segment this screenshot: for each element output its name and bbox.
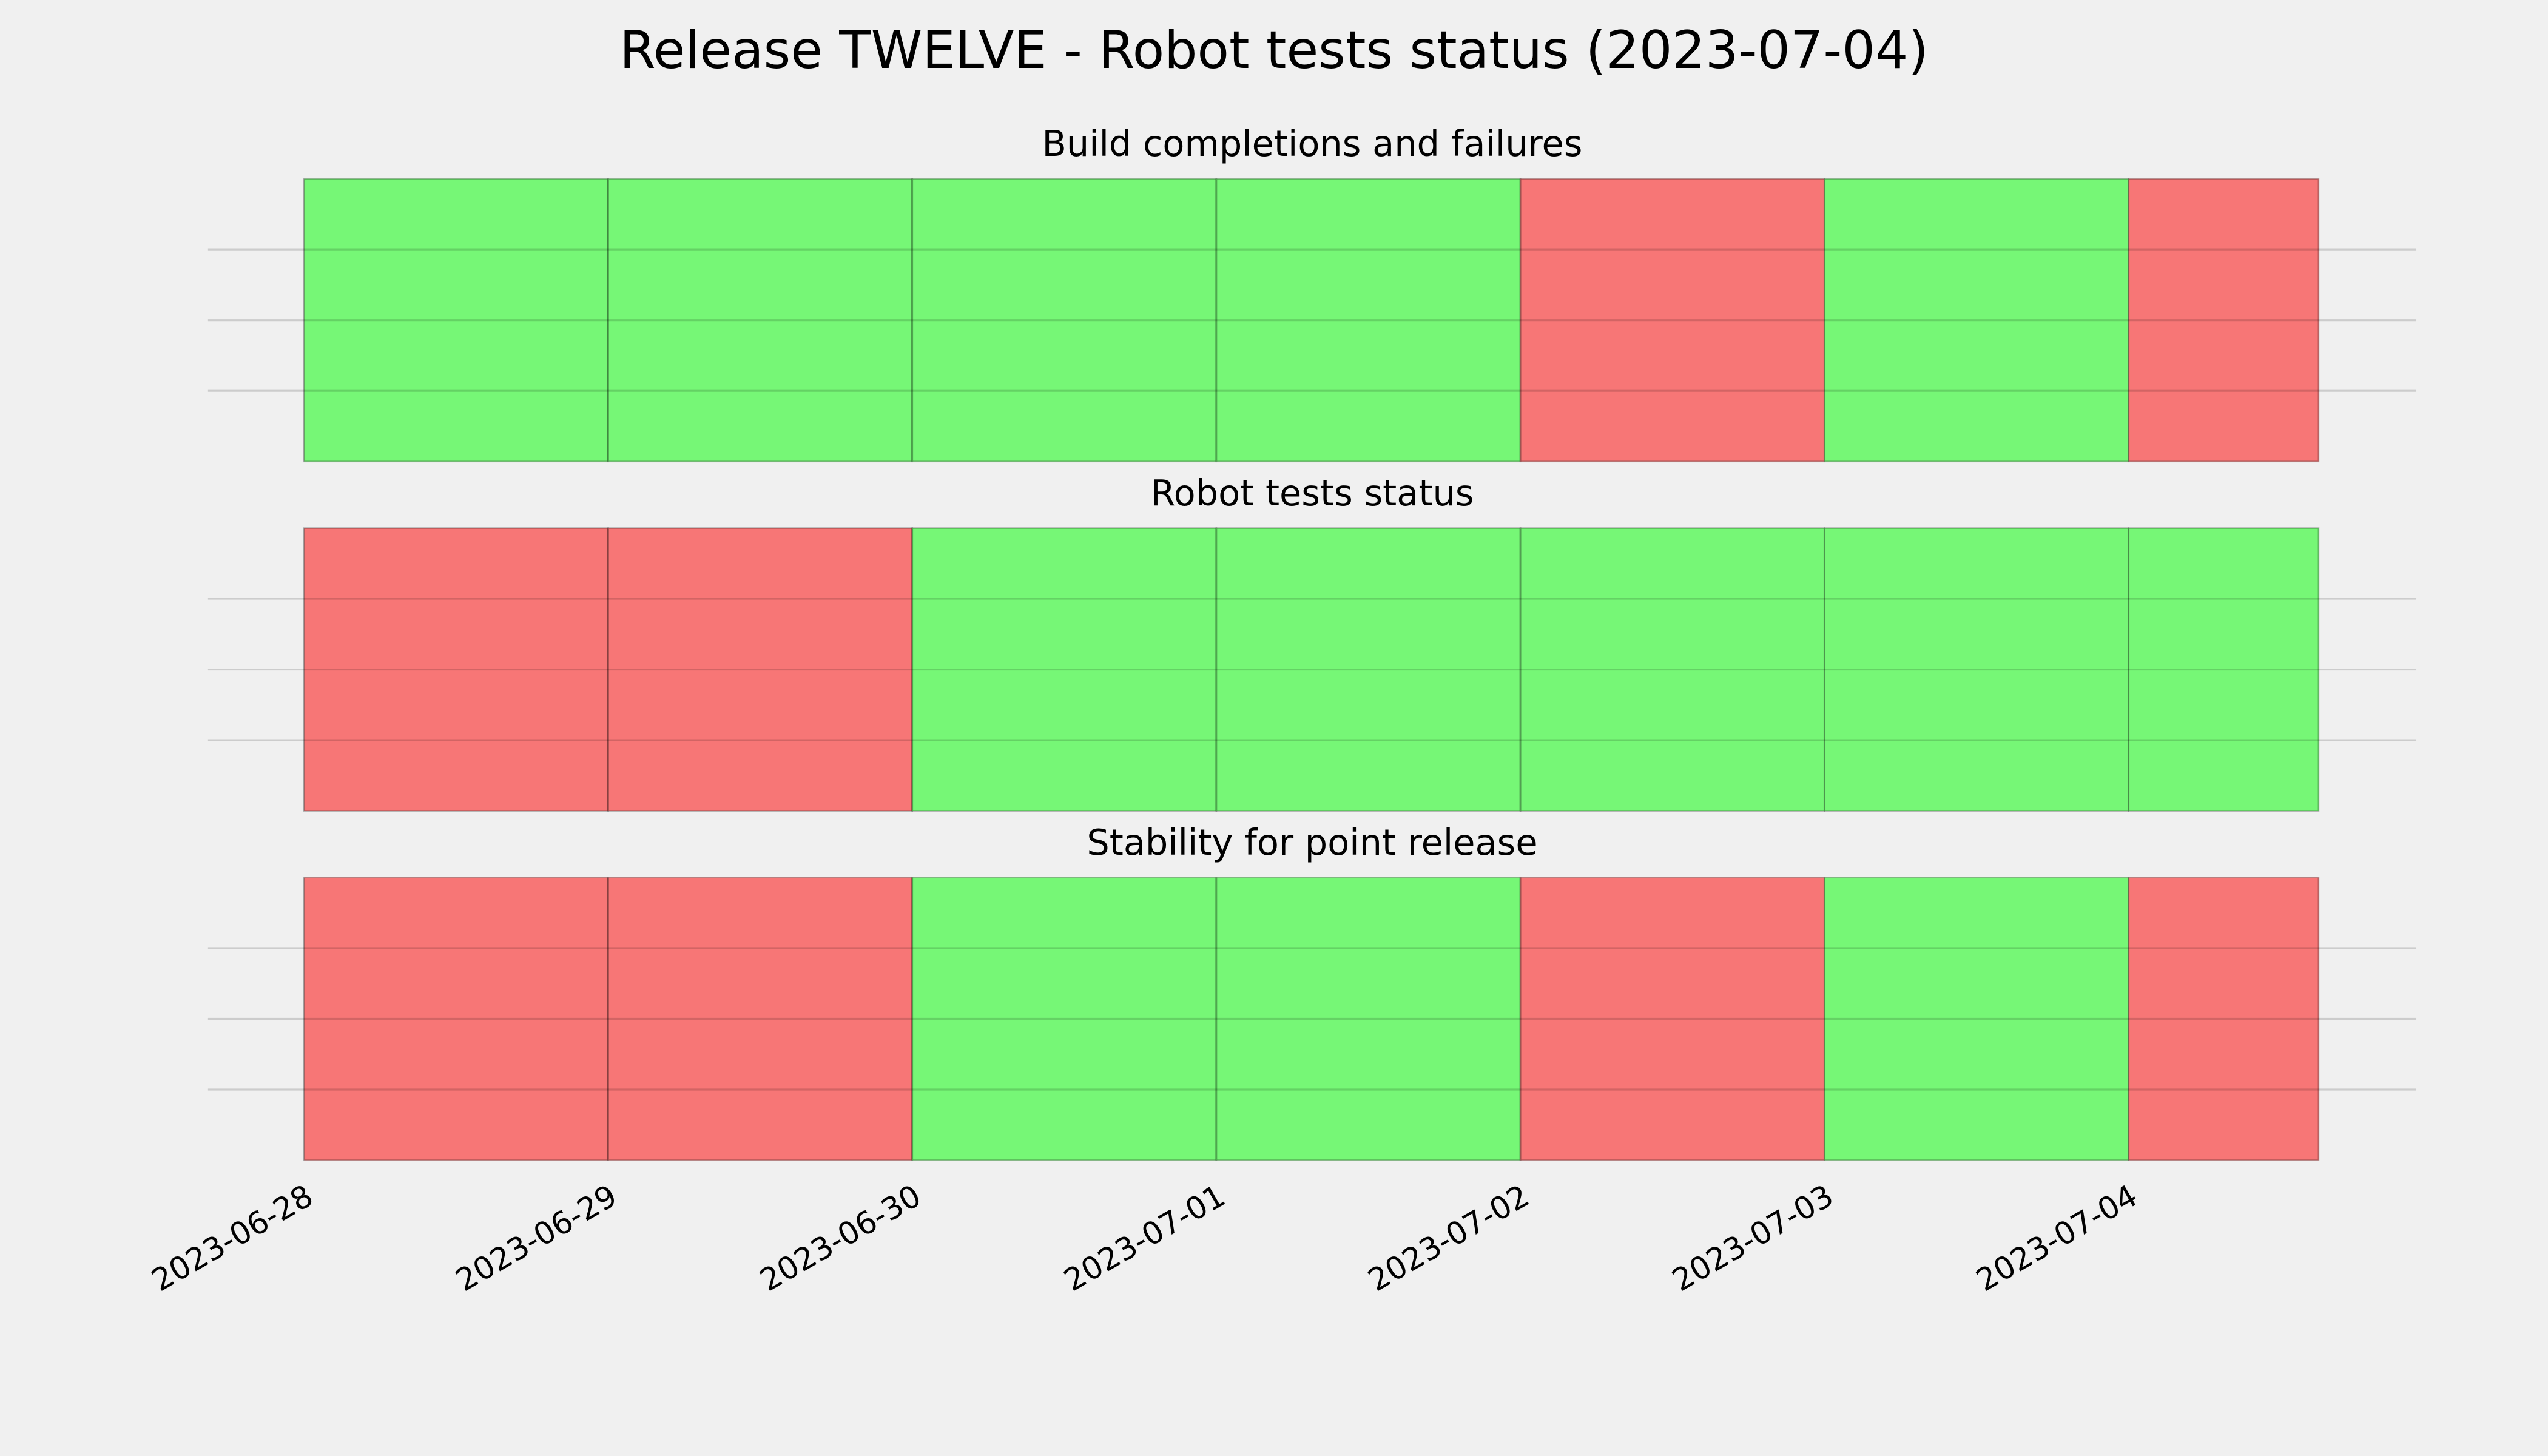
panel-title: Stability for point release [1087,821,1537,863]
status-segment [1519,877,1825,1161]
status-segment [2128,877,2320,1161]
status-segment [303,877,609,1161]
status-segment [1824,527,2129,812]
status-segment [911,527,1218,812]
status-segment [607,178,914,463]
status-segment [911,877,1218,1161]
status-segment [1215,178,1522,463]
panel-title: Robot tests status [1150,472,1474,514]
status-segment [2128,178,2320,463]
status-segment [1824,877,2129,1161]
panel-title: Build completions and failures [1042,123,1582,164]
status-segment [2128,527,2320,812]
status-segment [303,178,609,463]
status-segment [607,877,914,1161]
status-segment [1824,178,2129,463]
status-segment [1215,877,1522,1161]
status-segment [1519,178,1825,463]
status-segment [1215,527,1522,812]
chart-title: Release TWELVE - Robot tests status (202… [619,20,1929,81]
status-segment [607,527,914,812]
status-segment [911,178,1218,463]
status-segment [1519,527,1825,812]
